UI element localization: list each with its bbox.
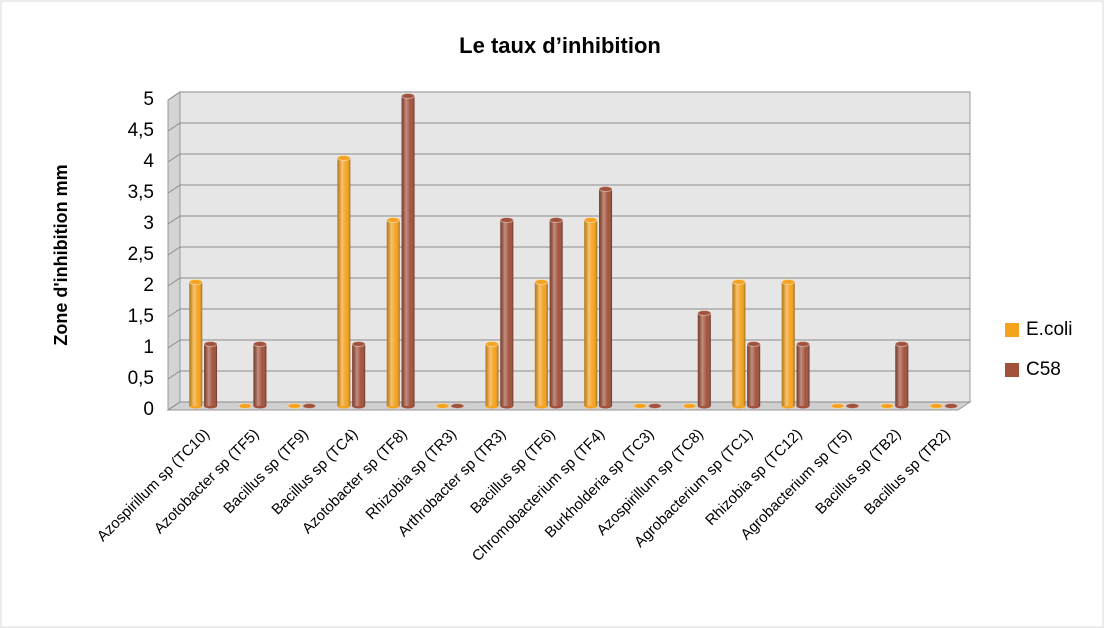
y-tick-label: 4,5 xyxy=(128,120,154,141)
chart-title: Le taux d’inhibition xyxy=(459,33,661,58)
bar-top xyxy=(401,93,416,99)
bar-shade xyxy=(485,344,499,406)
bar-top xyxy=(598,186,613,192)
grid-line xyxy=(167,122,970,132)
bar-top xyxy=(697,310,712,316)
bar-top xyxy=(302,403,317,409)
bar-top xyxy=(549,217,564,223)
grid-line xyxy=(167,308,970,318)
bar-top xyxy=(944,403,959,409)
bar-top xyxy=(386,217,401,223)
legend-label: C58 xyxy=(1026,359,1061,380)
y-tick-label: 2 xyxy=(143,275,154,296)
grid-line xyxy=(167,184,970,194)
bar-shade xyxy=(895,344,909,406)
bar-top xyxy=(534,279,549,285)
plot-area xyxy=(166,91,972,411)
grid-line xyxy=(167,215,970,225)
bar-shade xyxy=(204,344,218,406)
y-tick-label: 2,5 xyxy=(128,244,154,265)
bar-shade xyxy=(500,220,514,406)
bar-top xyxy=(203,341,218,347)
grid-line xyxy=(167,246,970,256)
grid-line xyxy=(167,277,970,287)
bar-top xyxy=(796,341,811,347)
bar-shade xyxy=(386,220,400,406)
y-tick-label: 3 xyxy=(143,213,154,234)
bar-shade xyxy=(337,158,351,406)
bar-shade xyxy=(189,282,203,406)
bar-top xyxy=(450,403,465,409)
bar-shade xyxy=(599,189,613,406)
legend-swatch xyxy=(1005,323,1019,337)
bar-top xyxy=(929,403,944,409)
bar-shade xyxy=(352,344,366,406)
grid-line xyxy=(167,91,970,101)
bar-top xyxy=(894,341,909,347)
bar-shade xyxy=(549,220,563,406)
bar-top xyxy=(252,341,267,347)
bar-top xyxy=(351,341,366,347)
bar-shade xyxy=(584,220,598,406)
legend-label: E.coli xyxy=(1026,319,1072,340)
y-tick-label: 3,5 xyxy=(128,182,154,203)
bar-shade xyxy=(732,282,746,406)
bar-top xyxy=(830,403,845,409)
bar-top xyxy=(484,341,499,347)
bar-top xyxy=(435,403,450,409)
bar-top xyxy=(499,217,514,223)
bar-top xyxy=(746,341,761,347)
bar-shade xyxy=(796,344,810,406)
y-tick-label: 4 xyxy=(143,151,154,172)
y-tick-label: 5 xyxy=(143,89,154,110)
bar-top xyxy=(781,279,796,285)
bar-shade xyxy=(534,282,548,406)
bar-top xyxy=(583,217,598,223)
bar-top xyxy=(238,403,253,409)
bar-shade xyxy=(697,313,711,406)
bar-top xyxy=(845,403,860,409)
bar-top xyxy=(287,403,302,409)
bar-top xyxy=(682,403,697,409)
grid-line xyxy=(167,153,970,163)
bar-top xyxy=(731,279,746,285)
bar-shade xyxy=(747,344,761,406)
bar-shade xyxy=(253,344,267,406)
y-tick-label: 1,5 xyxy=(128,306,154,327)
bar-top xyxy=(879,403,894,409)
y-tick-label: 0 xyxy=(143,399,154,420)
bar-shade xyxy=(781,282,795,406)
y-tick-label: 1 xyxy=(143,337,154,358)
bar-top xyxy=(633,403,648,409)
bar-top xyxy=(188,279,203,285)
bar-shade xyxy=(401,96,415,406)
legend-swatch xyxy=(1005,363,1019,377)
y-axis-title: Zone d'inhibition mm xyxy=(51,164,71,345)
bar-top xyxy=(647,403,662,409)
bar-top xyxy=(336,155,351,161)
y-tick-label: 0,5 xyxy=(128,368,154,389)
